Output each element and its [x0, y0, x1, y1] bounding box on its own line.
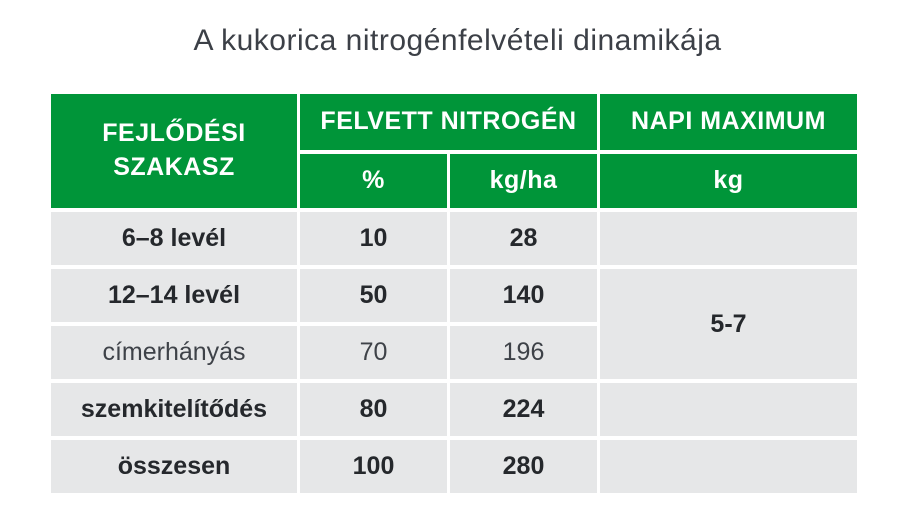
kg-ha-cell: 224 — [450, 383, 597, 436]
daily-max-empty-cell — [600, 212, 857, 265]
percent-cell: 80 — [300, 383, 447, 436]
kg-ha-cell: 196 — [450, 326, 597, 379]
header-kg-ha: kg/ha — [450, 154, 597, 208]
stage-cell: címerhányás — [51, 326, 297, 379]
table-row-osszesen: összesen 100 280 — [51, 440, 857, 493]
percent-cell: 10 — [300, 212, 447, 265]
table-row-szemkitelitodes: szemkitelítődés 80 224 — [51, 383, 857, 436]
header-kg-unit: kg — [600, 154, 857, 208]
nitrogen-table-container: FEJLŐDÉSI SZAKASZ FELVETT NITROGÉN NAPI … — [48, 90, 860, 497]
table-row-cimerhanyas: címerhányás 70 196 — [51, 326, 857, 379]
stage-cell: 6–8 levél — [51, 212, 297, 265]
header-percent: % — [300, 154, 447, 208]
table-row-6-8-level: 6–8 levél 10 28 — [51, 212, 857, 265]
daily-max-empty-cell — [600, 440, 857, 493]
table-row-12-14-level: 12–14 levél 50 140 5-7 — [51, 269, 857, 379]
stage-cell: szemkitelítődés — [51, 383, 297, 436]
stage-cell: 12–14 levél — [51, 269, 297, 322]
percent-cell: 70 — [300, 326, 447, 379]
kg-ha-cell: 28 — [450, 212, 597, 265]
header-nitrogen-group: FELVETT NITROGÉN — [300, 94, 597, 150]
kg-ha-cell: 280 — [450, 440, 597, 493]
daily-max-empty-cell — [600, 383, 857, 436]
percent-cell: 50 — [300, 269, 447, 322]
kg-ha-cell: 140 — [450, 269, 597, 322]
header-stage: FEJLŐDÉSI SZAKASZ — [51, 94, 297, 208]
header-stage-label: FEJLŐDÉSI SZAKASZ — [102, 119, 246, 181]
daily-max-value-cell: 5-7 — [600, 269, 857, 379]
header-daily-max: NAPI MAXIMUM — [600, 94, 857, 150]
nitrogen-uptake-table: FEJLŐDÉSI SZAKASZ FELVETT NITROGÉN NAPI … — [48, 90, 860, 497]
stage-cell: összesen — [51, 440, 297, 493]
percent-cell: 100 — [300, 440, 447, 493]
page-title: A kukorica nitrogénfelvételi dinamikája — [193, 24, 722, 57]
